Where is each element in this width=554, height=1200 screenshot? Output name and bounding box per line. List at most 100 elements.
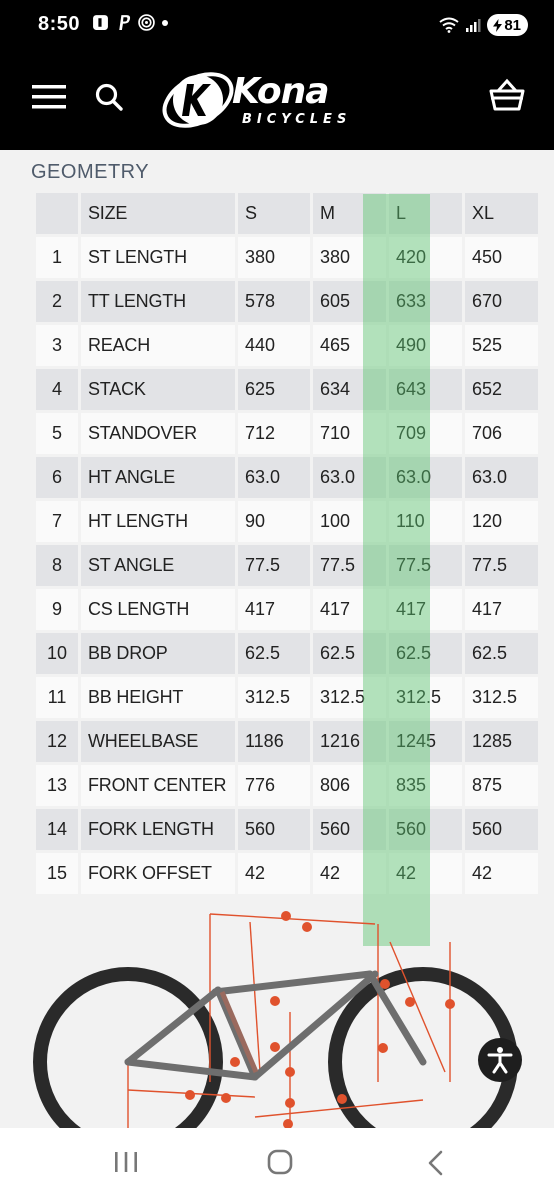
header-size-m: M <box>313 193 386 234</box>
bike-frame <box>124 970 427 1081</box>
row-number: 11 <box>36 677 78 718</box>
row-number: 15 <box>36 853 78 894</box>
value-size-xl: 450 <box>465 237 538 278</box>
value-size-s: 380 <box>238 237 310 278</box>
row-number: 13 <box>36 765 78 806</box>
value-size-xl: 312.5 <box>465 677 538 718</box>
measurement-label: REACH <box>81 325 235 366</box>
seat-tube-highlight <box>219 991 259 1073</box>
logo-wordmark: Kona <box>232 71 330 112</box>
value-size-m: 560 <box>313 809 386 850</box>
value-size-l: 490 <box>389 325 462 366</box>
search-icon[interactable] <box>94 82 124 112</box>
value-size-m: 77.5 <box>313 545 386 586</box>
row-number: 4 <box>36 369 78 410</box>
value-size-m: 62.5 <box>313 633 386 674</box>
value-size-s: 62.5 <box>238 633 310 674</box>
dot-icon <box>162 19 168 26</box>
dimension-lines <box>127 913 451 1128</box>
value-size-xl: 560 <box>465 809 538 850</box>
measurement-label: FRONT CENTER <box>81 765 235 806</box>
value-size-s: 776 <box>238 765 310 806</box>
measurement-label: TT LENGTH <box>81 281 235 322</box>
charging-bolt-icon <box>493 18 503 32</box>
value-size-s: 42 <box>238 853 310 894</box>
measurement-label: HT ANGLE <box>81 457 235 498</box>
value-size-s: 1186 <box>238 721 310 762</box>
measurement-label: HT LENGTH <box>81 501 235 542</box>
row-number: 8 <box>36 545 78 586</box>
value-size-l: 1245 <box>389 721 462 762</box>
value-size-m: 42 <box>313 853 386 894</box>
value-size-l: 835 <box>389 765 462 806</box>
value-size-m: 380 <box>313 237 386 278</box>
value-size-s: 90 <box>238 501 310 542</box>
wifi-icon <box>439 17 459 33</box>
row-number: 6 <box>36 457 78 498</box>
measurement-label: FORK LENGTH <box>81 809 235 850</box>
status-system-icons: 81 <box>439 14 528 36</box>
value-size-l: 63.0 <box>389 457 462 498</box>
measurement-label: BB HEIGHT <box>81 677 235 718</box>
value-size-l: 560 <box>389 809 462 850</box>
value-size-s: 440 <box>238 325 310 366</box>
geometry-row: 6 HT ANGLE 63.0 63.0 63.0 63.0 <box>36 457 538 498</box>
value-size-l: 420 <box>389 237 462 278</box>
value-size-m: 806 <box>313 765 386 806</box>
value-size-xl: 42 <box>465 853 538 894</box>
kona-logo-mark-icon <box>162 72 234 128</box>
battery-indicator: 81 <box>487 14 528 36</box>
value-size-l: 417 <box>389 589 462 630</box>
value-size-m: 312.5 <box>313 677 386 718</box>
kona-logo[interactable]: Kona BICYCLES <box>160 58 396 138</box>
value-size-m: 1216 <box>313 721 386 762</box>
nfc-icon <box>138 14 155 31</box>
measurement-label: BB DROP <box>81 633 235 674</box>
geometry-row: 12 WHEELBASE 1186 1216 1245 1285 <box>36 721 538 762</box>
hamburger-menu-icon[interactable] <box>32 84 66 110</box>
accessibility-button[interactable] <box>478 1038 522 1082</box>
home-icon[interactable] <box>266 1148 294 1176</box>
value-size-xl: 62.5 <box>465 633 538 674</box>
header-size-label: SIZE <box>81 193 235 234</box>
value-size-l: 62.5 <box>389 633 462 674</box>
measurement-label: STANDOVER <box>81 413 235 454</box>
value-size-l: 709 <box>389 413 462 454</box>
status-bar: 8:50 81 <box>0 0 554 46</box>
value-size-l: 633 <box>389 281 462 322</box>
size-l-highlight-column <box>363 194 430 946</box>
value-size-xl: 1285 <box>465 721 538 762</box>
value-size-xl: 706 <box>465 413 538 454</box>
header-num-cell <box>36 193 78 234</box>
geometry-section: GEOMETRY SIZE S M L XL 1 ST LENGTH 380 380 4… <box>0 150 554 1128</box>
measurement-label: ST LENGTH <box>81 237 235 278</box>
logo-subtitle: BICYCLES <box>242 112 352 127</box>
dimension-markers <box>185 911 455 1128</box>
geometry-row: 9 CS LENGTH 417 417 417 417 <box>36 589 538 630</box>
value-size-s: 578 <box>238 281 310 322</box>
recent-apps-icon[interactable] <box>113 1150 139 1174</box>
basket-cart-icon[interactable] <box>488 78 526 114</box>
status-time: 8:50 <box>38 13 81 35</box>
value-size-xl: 652 <box>465 369 538 410</box>
row-number: 14 <box>36 809 78 850</box>
value-size-m: 710 <box>313 413 386 454</box>
value-size-l: 643 <box>389 369 462 410</box>
back-icon[interactable] <box>426 1150 444 1176</box>
geometry-header-row: SIZE S M L XL <box>36 193 538 234</box>
row-number: 7 <box>36 501 78 542</box>
signal-icon <box>466 19 481 32</box>
measurement-label: CS LENGTH <box>81 589 235 630</box>
value-size-s: 560 <box>238 809 310 850</box>
header-size-xl: XL <box>465 193 538 234</box>
row-number: 1 <box>36 237 78 278</box>
value-size-xl: 120 <box>465 501 538 542</box>
value-size-s: 712 <box>238 413 310 454</box>
row-number: 5 <box>36 413 78 454</box>
header-size-s: S <box>238 193 310 234</box>
geometry-row: 8 ST ANGLE 77.5 77.5 77.5 77.5 <box>36 545 538 586</box>
value-size-m: 100 <box>313 501 386 542</box>
geometry-row: 13 FRONT CENTER 776 806 835 875 <box>36 765 538 806</box>
geometry-row: 1 ST LENGTH 380 380 420 450 <box>36 237 538 278</box>
geometry-row: 15 FORK OFFSET 42 42 42 42 <box>36 853 538 894</box>
